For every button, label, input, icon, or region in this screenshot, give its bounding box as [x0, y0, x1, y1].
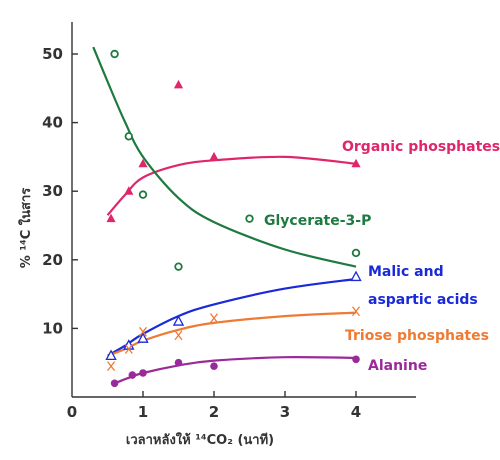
triose-phosphates-point-0: [107, 361, 116, 372]
malic-and-aspartic-acids-label-line-1: aspartic acids: [368, 292, 478, 308]
malic-and-aspartic-acids-curve: [106, 277, 357, 357]
triose-phosphates-point-1: [124, 344, 133, 354]
alanine-label: Alanine: [368, 358, 427, 374]
malic-and-aspartic-acids-point-0: [105, 349, 117, 360]
axes: [71, 22, 416, 398]
x-tick-label-1: 1: [138, 403, 148, 421]
alanine-point-4: [210, 362, 218, 370]
alanine-curve: [114, 356, 357, 385]
glycerate-3-p-point-2: [138, 190, 148, 199]
alanine-point-0: [110, 379, 119, 388]
glycerate-3-p-point-3: [174, 262, 183, 271]
organic-phosphates-point-3: [173, 79, 184, 89]
points: [105, 49, 362, 388]
malic-and-aspartic-acids-point-3: [172, 315, 185, 326]
x-tick-label-3: 3: [280, 403, 290, 421]
glycerate-3-p-curve: [92, 46, 357, 268]
malic-and-aspartic-acids-point-2: [137, 332, 149, 343]
organic-phosphates-point-1: [124, 186, 134, 195]
y-tick-label-2: 30: [42, 182, 63, 200]
organic-phosphates-label: Organic phosphates: [342, 139, 500, 155]
alanine-point-3: [174, 358, 183, 367]
y-tick-label-1: 20: [42, 251, 63, 269]
alanine-point-5: [352, 355, 360, 364]
glycerate-3-p-point-4: [245, 214, 254, 223]
glycerate-3-p-point-1: [124, 132, 133, 141]
organic-phosphates-point-5: [351, 158, 361, 168]
organic-phosphates-point-4: [209, 151, 219, 161]
y-axis-title: % ¹⁴C ในสาร: [17, 188, 34, 268]
glycerate-3-p-label: Glycerate-3-P: [264, 213, 371, 229]
malic-and-aspartic-acids-point-4: [350, 270, 362, 282]
x-axis-title: เวลาหลังให้ ¹⁴CO₂ (นาที): [126, 431, 274, 448]
glycerate-3-p-point-0: [110, 49, 119, 59]
y-tick-label-4: 50: [42, 45, 63, 63]
organic-phosphates-point-2: [138, 158, 148, 168]
triose-phosphates-point-4: [209, 313, 219, 324]
triose-phosphates-label: Triose phosphates: [345, 328, 489, 344]
x-tick-label-2: 2: [209, 403, 219, 421]
ticks: 0 1 2 3 4 10 20 30 40 50: [42, 45, 361, 421]
x-tick-label-4: 4: [351, 403, 361, 421]
malic-and-aspartic-acids-label-line-0: Malic and: [368, 264, 444, 280]
alanine-point-2: [139, 369, 147, 377]
alanine-point-1: [128, 371, 137, 379]
triose-phosphates-point-3: [174, 330, 183, 341]
series-labels: Organic phosphates Glycerate-3-P Malic and…: [264, 139, 500, 374]
x-tick-label-0: 0: [67, 403, 77, 421]
y-tick-label-3: 40: [42, 114, 63, 132]
glycerate-3-p-point-5: [351, 248, 361, 258]
triose-phosphates-point-2: [138, 326, 148, 337]
y-tick-label-0: 10: [42, 319, 63, 337]
triose-phosphates-point-5: [351, 306, 361, 317]
organic-phosphates-point-0: [106, 213, 116, 223]
